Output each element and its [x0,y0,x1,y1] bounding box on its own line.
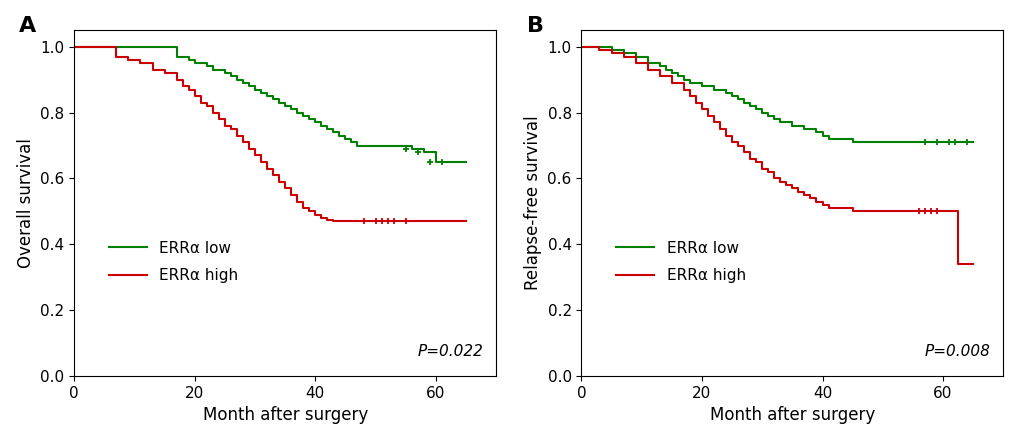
Text: P=0.022: P=0.022 [417,344,483,359]
Y-axis label: Overall survival: Overall survival [16,138,35,268]
Legend: ERRα low, ERRα high: ERRα low, ERRα high [103,235,245,289]
X-axis label: Month after surgery: Month after surgery [203,406,368,424]
Text: A: A [19,16,37,37]
Y-axis label: Relapse-free survival: Relapse-free survival [524,116,541,291]
Text: B: B [526,16,543,37]
Legend: ERRα low, ERRα high: ERRα low, ERRα high [609,235,751,289]
Text: P=0.008: P=0.008 [924,344,989,359]
X-axis label: Month after surgery: Month after surgery [709,406,874,424]
